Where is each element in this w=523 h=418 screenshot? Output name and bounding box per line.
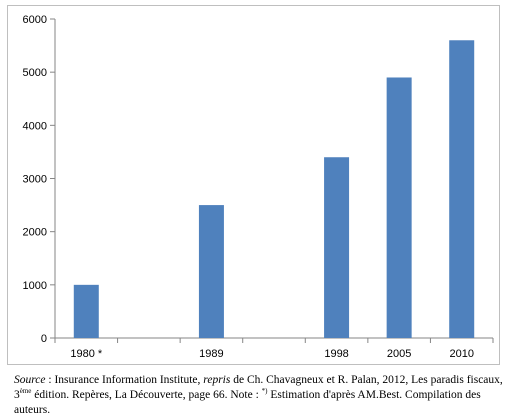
bar <box>73 284 99 338</box>
bar <box>198 205 224 338</box>
y-tick-label: 5000 <box>23 67 47 79</box>
bar <box>324 157 350 338</box>
source-note: Source : Insurance Information Institute… <box>14 373 514 418</box>
bar <box>449 40 475 339</box>
bar-chart: 0 1000 2000 3000 4000 5000 6000 1980 * 1989 1998 2… <box>23 14 494 360</box>
source-repris: repris <box>203 374 231 386</box>
source-edition-superscript: ème <box>19 387 32 395</box>
source-part2: de Ch. Chavagneux et R. Palan, 2012, Les… <box>14 374 503 401</box>
bar <box>386 77 412 338</box>
x-tick-label: 1989 <box>199 348 223 360</box>
x-tick-label: 2010 <box>449 348 473 360</box>
source-part1: Insurance Information Institute, <box>54 374 204 386</box>
source-label: Source <box>14 374 46 386</box>
x-tick-label: 1998 <box>324 348 348 360</box>
source-note-marker: *) <box>261 387 268 395</box>
y-tick-label: 1000 <box>23 280 47 292</box>
y-tick-label: 4000 <box>23 120 47 132</box>
source-part3: édition. Repères, La Découverte, page 66… <box>31 389 262 401</box>
y-tick-label: 6000 <box>23 14 47 26</box>
chart-frame: 0 1000 2000 3000 4000 5000 6000 1980 * 1989 1998 2… <box>7 5 500 365</box>
source-sep: : <box>45 374 55 386</box>
y-tick-label: 0 <box>41 333 47 345</box>
y-tick-label: 2000 <box>23 227 47 239</box>
x-tick-label: 1980 * <box>70 348 103 360</box>
y-tick-label: 3000 <box>23 174 47 186</box>
x-tick-label: 2005 <box>387 348 411 360</box>
